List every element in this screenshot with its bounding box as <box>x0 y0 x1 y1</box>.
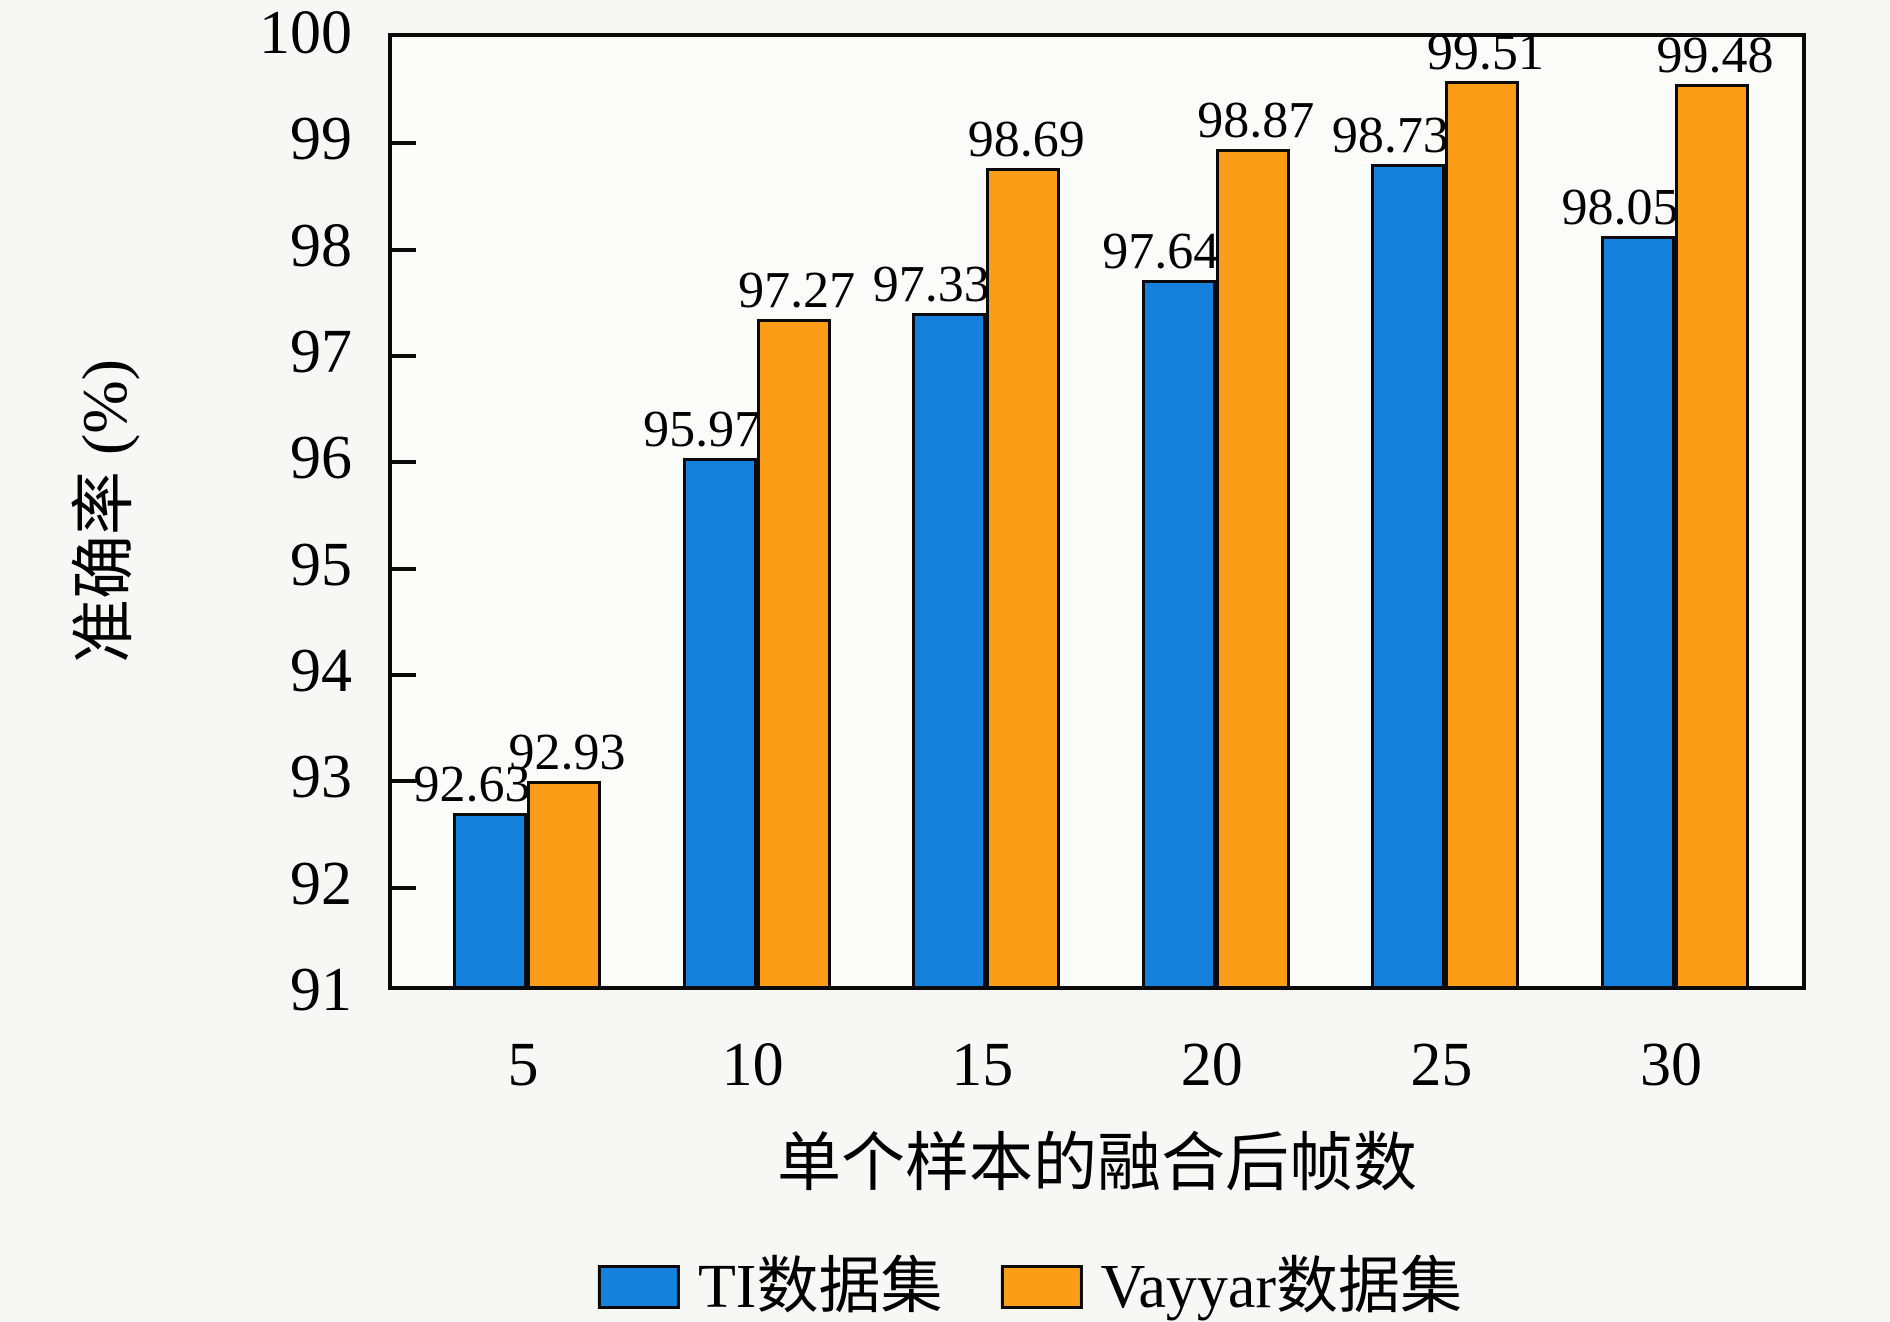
y-tick-mark <box>392 354 416 358</box>
bar-vayyar-20 <box>1215 149 1290 986</box>
bar-ti-5 <box>453 813 527 986</box>
x-tick-label: 5 <box>507 1031 539 1099</box>
legend-swatch-vayyar <box>1000 1265 1083 1309</box>
x-tick-label: 15 <box>951 1031 1014 1099</box>
bar-ti-30 <box>1601 236 1675 986</box>
value-label: 92.93 <box>508 723 626 781</box>
legend-label-vayyar: Vayyar数据集 <box>1100 1253 1463 1321</box>
legend-item-vayyar: Vayyar数据集 <box>1000 1252 1462 1322</box>
value-label: 95.97 <box>643 400 761 458</box>
bar-vayyar-10 <box>756 319 831 986</box>
value-label: 97.27 <box>738 262 856 320</box>
bar-vayyar-25 <box>1445 81 1520 986</box>
legend-label-ti: TI数据集 <box>697 1253 943 1321</box>
y-tick-label: 96 <box>290 424 352 493</box>
value-label: 98.87 <box>1197 92 1315 150</box>
x-tick-label: 10 <box>721 1031 784 1099</box>
bar-vayyar-30 <box>1675 84 1749 986</box>
y-tick-mark <box>392 247 416 252</box>
legend-item-ti: TI数据集 <box>597 1252 943 1322</box>
y-tick-mark <box>392 566 416 571</box>
y-tick-label: 92 <box>290 849 352 918</box>
x-axis-title: 单个样本的融合后帧数 <box>777 1128 1417 1199</box>
y-tick-label: 99 <box>290 105 352 174</box>
y-tick-label: 97 <box>290 318 352 386</box>
y-tick-label: 93 <box>290 743 352 812</box>
legend-swatch-ti <box>597 1265 680 1309</box>
y-axis-title: 准确率 (%) <box>69 359 140 663</box>
bar-ti-10 <box>682 458 757 986</box>
y-tick-label: 94 <box>290 637 352 705</box>
value-label: 97.64 <box>1102 222 1220 280</box>
y-tick-mark <box>392 779 416 784</box>
plot-area: 92.63 95.97 97.33 97.64 98.73 98.05 92.93 97.27… <box>388 25 1806 990</box>
bar-ti-20 <box>1141 280 1216 986</box>
value-label: 99.48 <box>1656 27 1774 85</box>
bar-ti-15 <box>912 313 987 986</box>
value-label: 97.33 <box>872 255 990 313</box>
x-tick-label: 30 <box>1640 1031 1702 1099</box>
value-label: 92.63 <box>413 755 531 813</box>
y-tick-label: 98 <box>290 211 352 280</box>
value-label: 98.05 <box>1561 179 1679 237</box>
y-tick-label: 95 <box>290 530 352 599</box>
legend: TI数据集 Vayyar数据集 <box>597 1252 1462 1322</box>
y-tick-label: 91 <box>290 956 352 1024</box>
y-tick-label: 100 <box>259 0 352 67</box>
x-tick-label: 25 <box>1410 1031 1473 1099</box>
value-label: 98.69 <box>967 111 1085 169</box>
value-label: 98.73 <box>1331 107 1449 165</box>
bar-vayyar-15 <box>986 168 1061 986</box>
y-tick-mark <box>392 141 416 146</box>
y-tick-mark <box>392 673 416 677</box>
y-tick-mark <box>392 460 416 465</box>
x-tick-label: 20 <box>1180 1031 1243 1099</box>
bar-ti-25 <box>1371 164 1446 986</box>
y-tick-mark <box>392 885 416 890</box>
bar-vayyar-5 <box>527 781 601 986</box>
value-label: 99.51 <box>1426 24 1544 82</box>
